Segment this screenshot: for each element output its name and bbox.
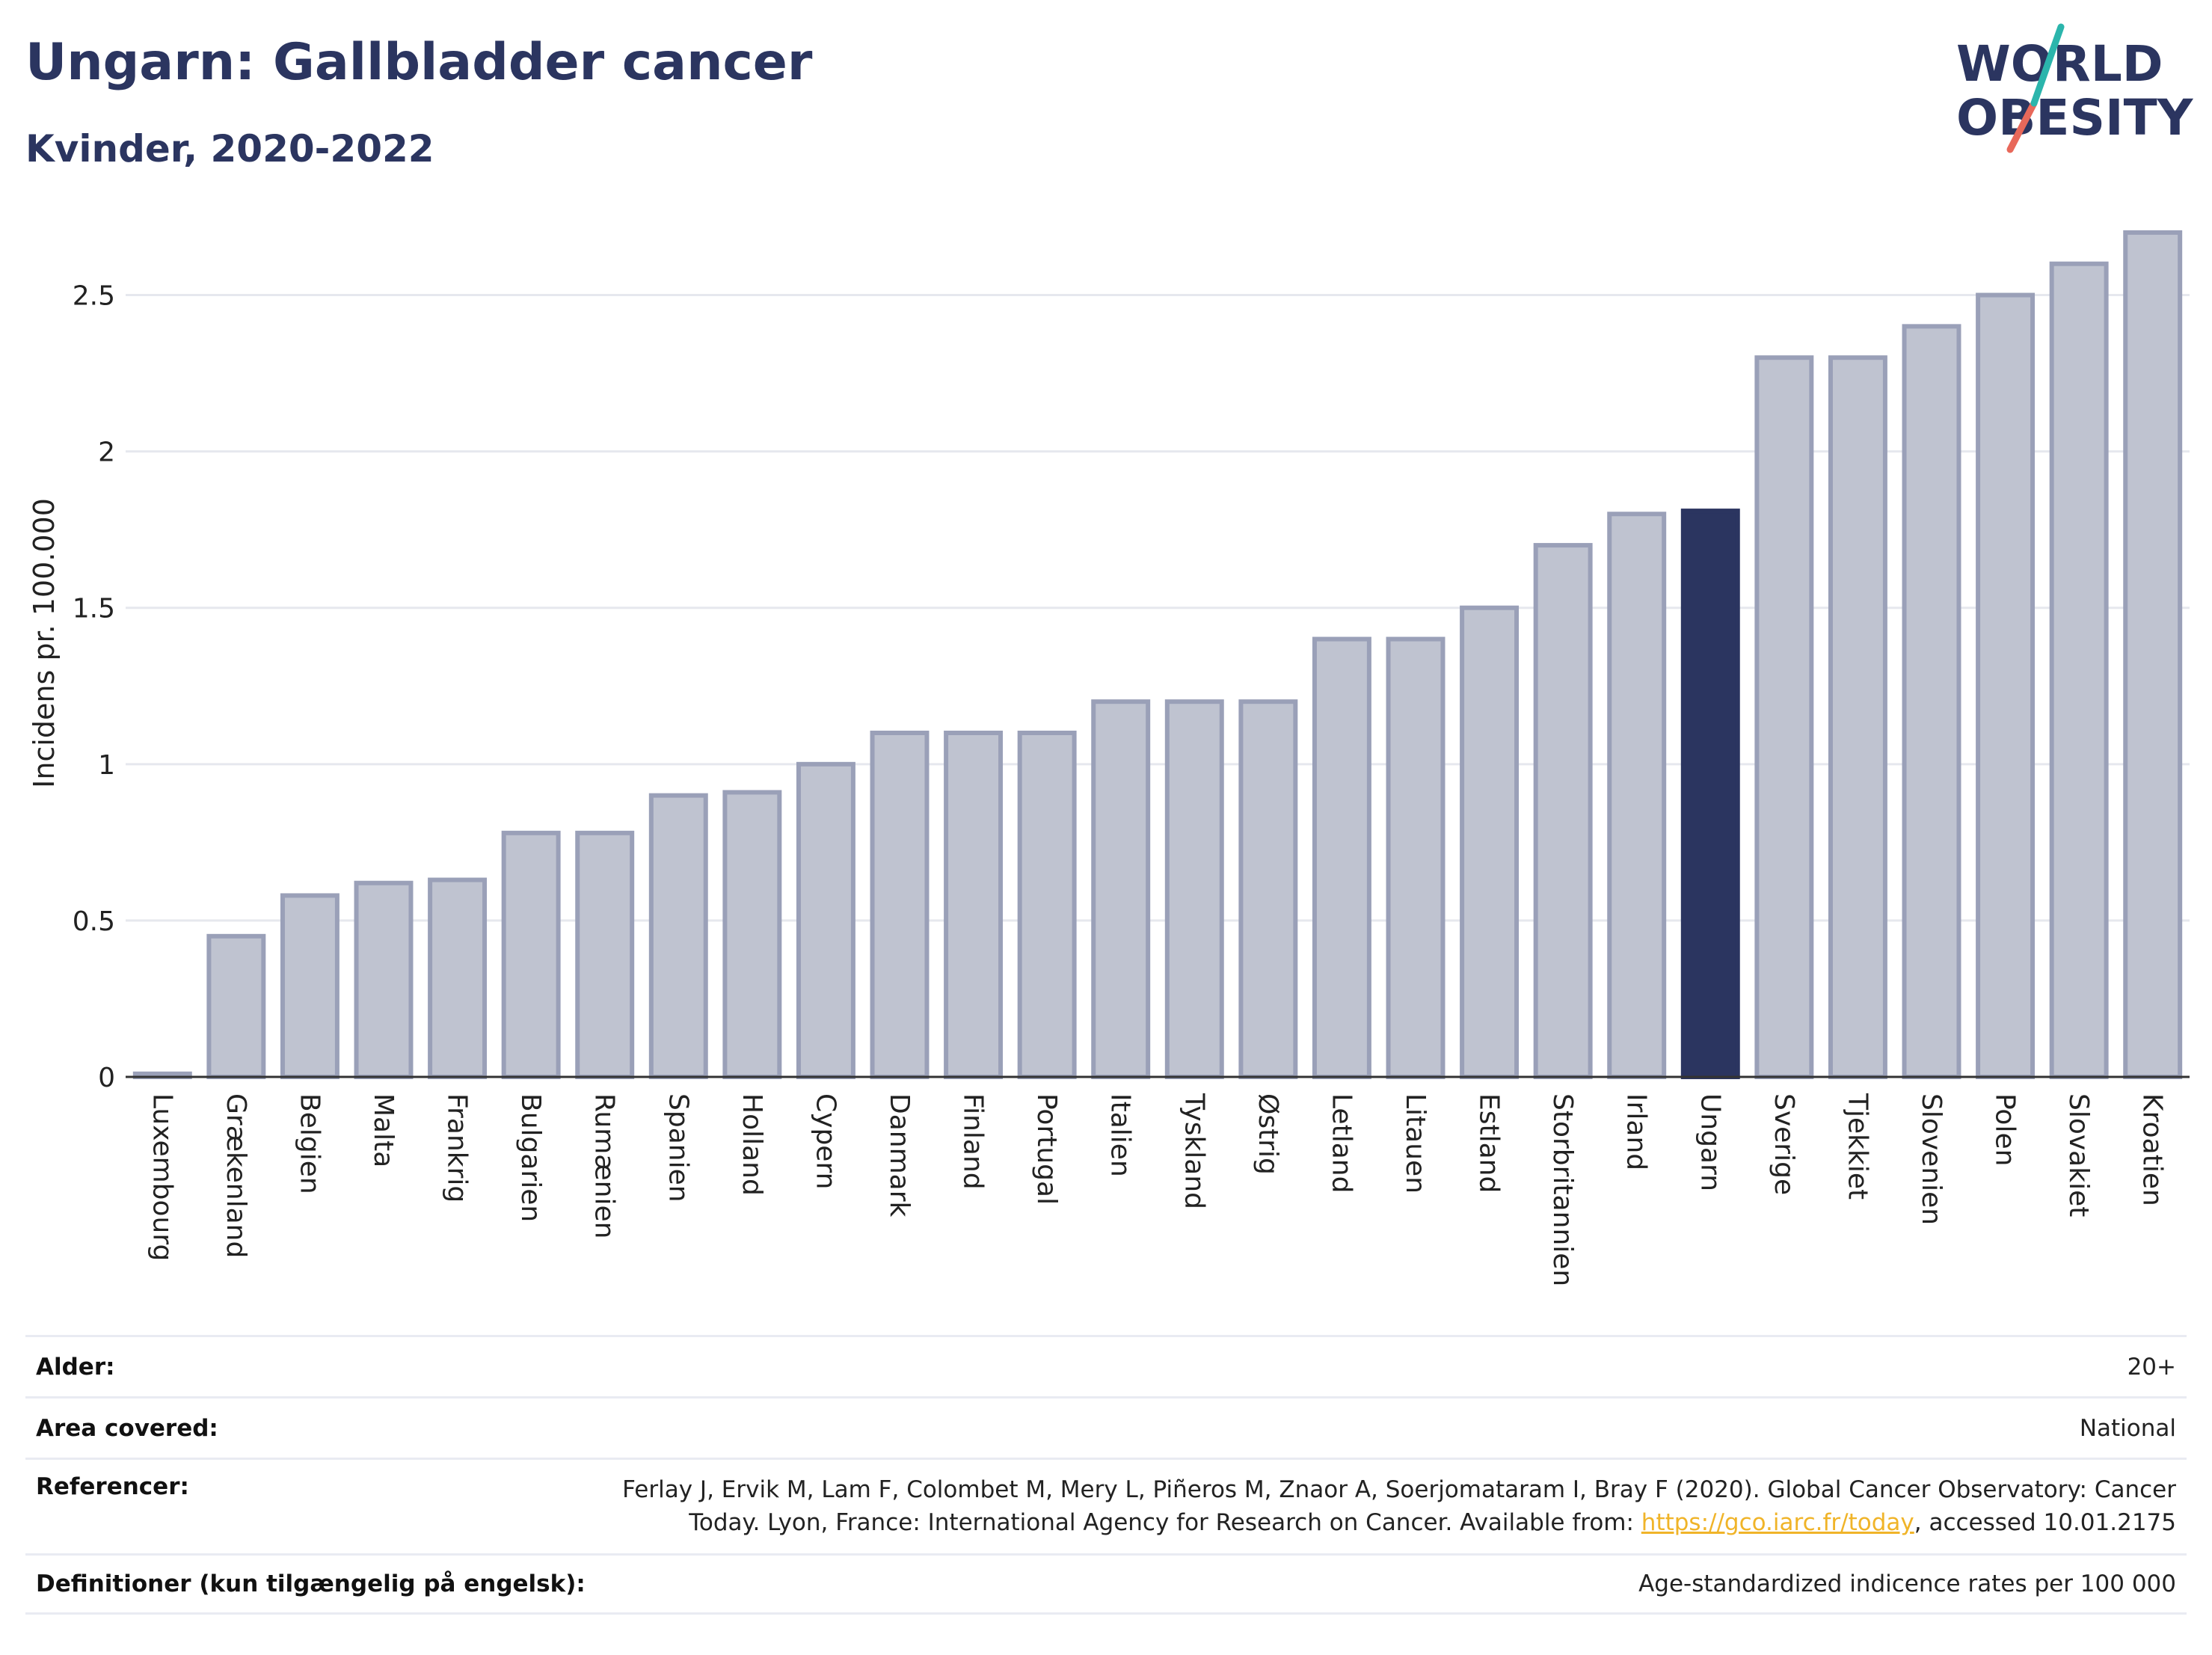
x-tick-label: Irland bbox=[1621, 1093, 1652, 1170]
info-row-area: Area covered: National bbox=[25, 1396, 2187, 1458]
x-tick-label: Letland bbox=[1326, 1093, 1357, 1193]
bar bbox=[501, 830, 561, 1080]
x-tick-label: Bulgarien bbox=[515, 1093, 546, 1222]
bar bbox=[796, 761, 855, 1079]
x-tick-label: Holland bbox=[737, 1093, 767, 1196]
x-tick-label: Polen bbox=[1990, 1093, 2021, 1166]
y-tick-label: 1 bbox=[98, 750, 115, 781]
bar bbox=[206, 933, 266, 1080]
x-tick-label: Belgien bbox=[294, 1093, 325, 1194]
x-tick-label: Cypern bbox=[810, 1093, 841, 1189]
bar bbox=[1460, 605, 1520, 1079]
info-value-area: National bbox=[2079, 1414, 2176, 1442]
x-tick-label: Estland bbox=[1474, 1093, 1505, 1193]
bar bbox=[1386, 636, 1446, 1079]
bar bbox=[354, 880, 414, 1080]
bar bbox=[1238, 699, 1298, 1079]
bar bbox=[648, 793, 708, 1079]
bar bbox=[428, 877, 488, 1079]
x-tick-label: Sverige bbox=[1769, 1093, 1799, 1195]
y-tick-label: 2 bbox=[98, 437, 115, 468]
page-title: Ungarn: Gallbladder cancer bbox=[25, 33, 813, 92]
bar bbox=[722, 790, 782, 1080]
info-row-definitions: Definitioner (kun tilgængelig på engelsk… bbox=[25, 1553, 2187, 1615]
bar bbox=[1164, 699, 1224, 1079]
x-tick-label: Danmark bbox=[884, 1093, 915, 1218]
info-label-definitions: Definitioner (kun tilgængelig på engelsk… bbox=[36, 1570, 586, 1597]
y-tick-label: 0 bbox=[98, 1063, 115, 1093]
x-tick-label: Finland bbox=[958, 1093, 989, 1190]
y-axis-label: Incidens pr. 100.000 bbox=[28, 498, 61, 788]
reference-line-2-end: , accessed 10.01.2175 bbox=[1914, 1509, 2176, 1536]
bar bbox=[1976, 292, 2036, 1080]
y-tick-label: 0.5 bbox=[73, 906, 115, 937]
x-tick-label: Storbritannien bbox=[1547, 1093, 1578, 1286]
bar bbox=[1680, 509, 1740, 1079]
x-tick-label: Malta bbox=[368, 1093, 399, 1167]
info-value-definitions: Age-standardized indicence rates per 100… bbox=[1638, 1570, 2176, 1597]
bar bbox=[1828, 355, 1887, 1079]
bar bbox=[1017, 731, 1077, 1079]
info-value-references: Ferlay J, Ervik M, Lam F, Colombet M, Me… bbox=[622, 1473, 2187, 1539]
bar bbox=[2049, 261, 2109, 1079]
bar bbox=[1312, 636, 1371, 1079]
info-table: Alder: 20+ Area covered: National Refere… bbox=[25, 1335, 2187, 1615]
svg-text:OBESITY: OBESITY bbox=[1956, 89, 2194, 147]
x-tick-label: Kroatien bbox=[2137, 1093, 2168, 1206]
bar bbox=[575, 830, 635, 1080]
x-tick-label: Ungarn bbox=[1695, 1093, 1725, 1191]
bar bbox=[944, 731, 1004, 1079]
info-label-age: Alder: bbox=[36, 1353, 115, 1381]
y-tick-label: 1.5 bbox=[73, 594, 115, 624]
bar bbox=[1533, 543, 1593, 1079]
bar-chart: 0 0.5 1 1.5 2 2.5 Luxembourg Grækenland Belgien M… bbox=[28, 230, 2190, 1286]
bar bbox=[1902, 324, 1961, 1079]
x-tick-label: Tyskland bbox=[1179, 1093, 1209, 1209]
x-tick-label: Frankrig bbox=[442, 1093, 473, 1203]
bar bbox=[280, 893, 340, 1080]
info-label-references: Referencer: bbox=[36, 1473, 189, 1500]
x-tick-label: Slovenien bbox=[1916, 1093, 1947, 1225]
x-tick-label: Rumænien bbox=[589, 1093, 620, 1238]
info-row-age: Alder: 20+ bbox=[25, 1335, 2187, 1396]
reference-link[interactable]: https://gco.iarc.fr/today bbox=[1641, 1509, 1914, 1536]
x-tick-label: Luxembourg bbox=[147, 1093, 177, 1261]
world-obesity-logo: WORLD OBESITY bbox=[1956, 23, 2194, 153]
info-label-area: Area covered: bbox=[36, 1414, 218, 1442]
x-tick-label: Slovakiet bbox=[2063, 1093, 2094, 1217]
x-tick-label: Spanien bbox=[663, 1093, 693, 1203]
x-tick-label: Grækenland bbox=[221, 1093, 251, 1258]
bar bbox=[2123, 230, 2183, 1080]
bar bbox=[870, 731, 930, 1079]
y-tick-label: 2.5 bbox=[73, 281, 115, 312]
bar bbox=[1607, 512, 1667, 1079]
x-tick-label: Tjekkiet bbox=[1842, 1093, 1872, 1200]
reference-line-1: Ferlay J, Ervik M, Lam F, Colombet M, Me… bbox=[622, 1476, 2176, 1503]
info-value-age: 20+ bbox=[2127, 1353, 2176, 1381]
x-tick-label: Litauen bbox=[1400, 1093, 1431, 1194]
x-tick-label: Portugal bbox=[1031, 1093, 1062, 1205]
bar bbox=[1091, 699, 1151, 1079]
x-tick-label: Østrig bbox=[1253, 1093, 1283, 1175]
axes: 0 0.5 1 1.5 2 2.5 Luxembourg Grækenland Belgien M… bbox=[73, 281, 2190, 1286]
x-tick-label: Italien bbox=[1105, 1093, 1136, 1177]
reference-line-2: Today. Lyon, France: International Agenc… bbox=[689, 1509, 1641, 1536]
page-subtitle: Kvinder, 2020-2022 bbox=[25, 127, 434, 171]
svg-text:WORLD: WORLD bbox=[1956, 35, 2163, 93]
bar bbox=[1754, 355, 1814, 1079]
bars bbox=[132, 230, 2183, 1080]
info-row-references: Referencer: Ferlay J, Ervik M, Lam F, Co… bbox=[25, 1458, 2187, 1553]
